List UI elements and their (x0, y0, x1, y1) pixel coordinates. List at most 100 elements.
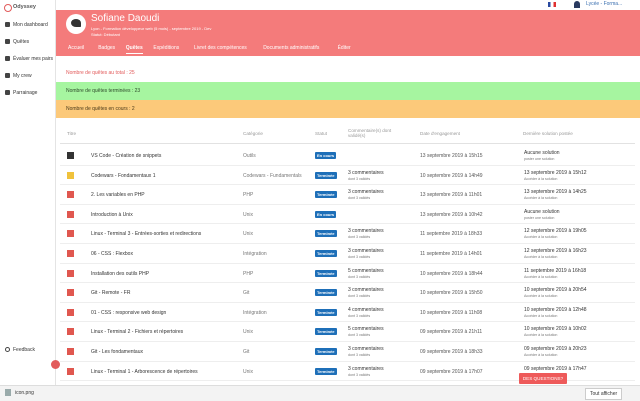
solution-link[interactable]: Accéder à la solution (524, 274, 558, 279)
collapse-button[interactable] (51, 360, 60, 369)
quest-title[interactable]: Installation des outils PHP (91, 270, 150, 277)
quest-title[interactable]: Codewars - Fondamentaux 1 (91, 172, 156, 179)
engagement-date: 11 septembre 2019 à 14h01 (420, 251, 483, 257)
engagement-date: 09 septembre 2019 à 18h33 (420, 349, 483, 355)
solution-link[interactable]: Accéder à la solution (524, 333, 558, 338)
engagement-date: 10 septembre 2019 à 14h49 (420, 172, 483, 179)
profile-tab[interactable]: Quêtes (125, 45, 143, 54)
nav-item[interactable]: Mon dashboard (13, 22, 48, 28)
column-header: Titre (67, 131, 77, 136)
profile-tab[interactable]: Éditer (337, 45, 351, 51)
help-button[interactable]: DES QUESTIONS? (519, 373, 567, 384)
solution-link[interactable]: Accéder à la solution (524, 255, 558, 259)
quest-title[interactable]: Introduction à Unix (91, 211, 133, 218)
status-badge: Terminée (315, 230, 337, 238)
stat-text: Nombre de quêtes en cours : 2 (66, 106, 135, 112)
download-file[interactable]: icon.png (15, 390, 34, 396)
quest-category: Outils (243, 153, 256, 159)
comments-validated: dont 3 validés (348, 353, 371, 357)
comments-count: 5 commentaires (348, 267, 384, 274)
avatar-icon (71, 19, 81, 27)
quest-title[interactable]: Git - Les fondamentaux (91, 349, 143, 355)
comments-count: 3 commentaires (348, 365, 384, 372)
profile-tab[interactable]: Expéditions (153, 45, 180, 51)
last-solution: Aucune solution (524, 208, 560, 215)
comments-validated: dont 3 validés (348, 274, 371, 279)
profile-tab[interactable]: Livret des compétences (194, 45, 247, 51)
quest-category: Git (243, 290, 250, 297)
last-solution: 10 septembre 2019 à 10h02 (524, 326, 587, 333)
sidebar (0, 0, 56, 385)
comments-count: 3 commentaires (348, 287, 384, 294)
row-rule (60, 301, 635, 303)
quest-title[interactable]: 2. Les variables en PHP (91, 192, 145, 199)
brand-logo (4, 4, 12, 12)
nav-item[interactable]: My crew (13, 73, 32, 79)
column-header: Date d'engagement (420, 131, 460, 136)
show-all-button[interactable]: Tout afficher (585, 388, 623, 400)
comments-count: 3 commentaires (348, 248, 384, 254)
quest-title[interactable]: VS Code - Création de snippets (91, 153, 162, 159)
status-badge: Terminée (315, 289, 337, 297)
profile-header (56, 10, 640, 56)
quest-title[interactable]: Linux - Terminal 2 - Fichiers et réperto… (91, 329, 184, 336)
column-header: Commentaire(s) dont validé(s) (348, 128, 392, 138)
quest-icon (67, 250, 74, 257)
solution-link[interactable]: Accéder à la solution (524, 176, 558, 181)
download-bar (0, 385, 640, 401)
quest-title[interactable]: Git - Remote - FR (91, 290, 131, 297)
quest-title[interactable]: 01 - CSS : responsive web design (91, 309, 167, 316)
comments-validated: dont 3 validés (348, 372, 371, 377)
profile-name: Sofiane Daoudi (91, 13, 160, 24)
profile-status: Statut: Débutant (91, 32, 120, 37)
nav-item[interactable]: Évaluer mes pairs (13, 56, 54, 62)
account-menu[interactable]: Lycée - Forma... (586, 1, 623, 7)
quest-category: Unix (243, 211, 254, 218)
comments-count: 3 commentaires (348, 346, 384, 352)
last-solution: 13 septembre 2019 à 15h12 (524, 169, 587, 176)
feedback[interactable]: Feedback (13, 347, 35, 353)
nav-icon (5, 39, 10, 44)
solution-link[interactable]: poster une solution (524, 157, 555, 161)
solution-link[interactable]: Accéder à la solution (524, 294, 558, 299)
quest-category: Unix (243, 368, 254, 375)
solution-link[interactable]: Accéder à la solution (524, 235, 558, 240)
quest-icon (67, 191, 74, 199)
engagement-date: 11 septembre 2019 à 18h33 (420, 231, 483, 238)
solution-link[interactable]: Accéder à la solution (524, 196, 558, 201)
status-badge: Terminée (315, 269, 337, 277)
quest-category: Intégration (243, 251, 267, 257)
quest-title[interactable]: 06 - CSS : Flexbox (91, 251, 133, 257)
quest-icon (67, 289, 74, 297)
stat-band (56, 100, 640, 118)
profile-tab[interactable]: Documents administratifs (263, 45, 320, 51)
stat-band (56, 64, 640, 82)
comments-validated: dont 3 validés (348, 255, 371, 259)
last-solution: 13 septembre 2019 à 14h25 (524, 189, 587, 196)
solution-link[interactable]: Accéder à la solution (524, 313, 558, 318)
solution-link[interactable]: Accéder à la solution (524, 353, 558, 357)
engagement-date: 13 septembre 2019 à 11h01 (420, 192, 483, 199)
comments-validated: dont 3 validés (348, 176, 371, 181)
comments-validated: dont 3 validés (348, 294, 371, 299)
engagement-date: 10 septembre 2019 à 15h50 (420, 290, 483, 297)
quest-title[interactable]: Linux - Terminal 1 - Arborescence de rép… (91, 368, 198, 375)
nav-item[interactable]: Quêtes (13, 39, 30, 45)
quest-title[interactable]: Linux - Terminal 3 - Entrées-sorties et … (91, 231, 202, 238)
solution-link[interactable]: poster une solution (524, 215, 555, 220)
quest-category: Intégration (243, 309, 267, 316)
engagement-date: 09 septembre 2019 à 21h11 (420, 329, 483, 336)
nav-item[interactable]: Parrainage (13, 90, 38, 96)
profile-tab[interactable]: Accueil (68, 45, 85, 51)
row-rule (60, 203, 635, 205)
stat-text: Nombre de quêtes terminées : 23 (66, 88, 141, 94)
last-solution: 09 septembre 2019 à 20h23 (524, 346, 587, 352)
last-solution: 09 septembre 2019 à 17h47 (524, 365, 587, 372)
quest-icon (67, 269, 74, 277)
row-rule (60, 262, 635, 264)
status-badge: Terminée (315, 308, 337, 316)
last-solution: Aucune solution (524, 150, 560, 156)
status-badge: En cours (315, 210, 337, 218)
profile-tab[interactable]: Badges (98, 45, 116, 51)
